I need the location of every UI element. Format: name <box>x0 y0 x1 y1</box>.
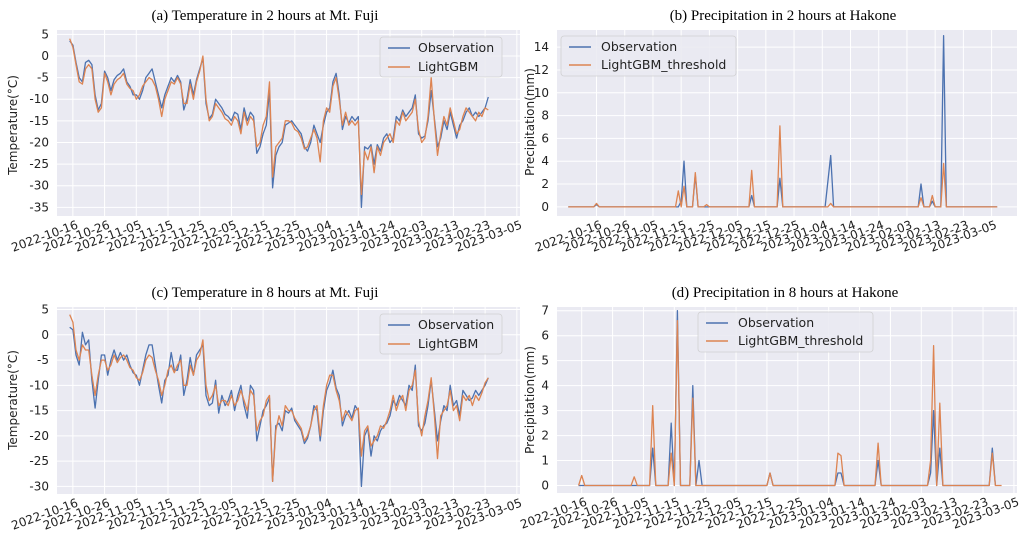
legend-threshold-label: LightGBM_threshold <box>601 57 726 72</box>
y-tick-label: 8 <box>541 109 549 123</box>
legend-observation-label: Observation <box>601 39 677 54</box>
y-tick-label: -15 <box>29 404 49 418</box>
y-tick-label: -30 <box>29 479 49 493</box>
panel-b-title: (b) Precipitation in 2 hours at Hakone <box>670 8 897 24</box>
y-tick-label: 5 <box>41 27 49 41</box>
y-tick-label: -5 <box>37 353 49 367</box>
panel-b-legend: Observation LightGBM_threshold <box>560 35 737 77</box>
y-tick-label: -10 <box>29 92 49 106</box>
panel-c-title: (c) Temperature in 8 hours at Mt. Fuji <box>152 285 379 301</box>
legend-lightgbm-label: LightGBM <box>418 59 478 74</box>
y-tick-label: 0 <box>541 200 549 214</box>
y-tick-label: 6 <box>541 131 549 145</box>
y-tick-label: -35 <box>29 200 49 214</box>
series-line-lightgbm-threshold <box>577 320 1002 487</box>
series-line-observation <box>69 326 489 488</box>
y-tick-label: 0 <box>41 49 49 63</box>
y-tick-label: -15 <box>29 114 49 128</box>
y-tick-label: -30 <box>29 179 49 193</box>
y-tick-label: -25 <box>29 454 49 468</box>
panel-d: (d) Precipitation in 8 hours at Hakone P… <box>518 285 1021 532</box>
series-line-lightgbm <box>69 314 489 483</box>
panel-a-title: (a) Temperature in 2 hours at Mt. Fuji <box>152 8 379 24</box>
panel-c-legend: Observation LightGBM <box>379 313 503 355</box>
y-tick-label: 5 <box>541 354 549 368</box>
legend-box <box>560 35 737 77</box>
y-tick-label: -25 <box>29 157 49 171</box>
y-tick-label: -20 <box>29 429 49 443</box>
y-tick-label: 10 <box>534 86 549 100</box>
panel-c-ylabel: Temperature(°C) <box>6 350 20 451</box>
panel-b: (b) Precipitation in 2 hours at Hakone P… <box>523 8 1017 255</box>
legend-threshold-label: LightGBM_threshold <box>738 333 863 348</box>
panel-c-plot: 50-5-10-15-20-25-302022-10-162022-10-262… <box>10 303 524 533</box>
series-line-lightgbm-threshold <box>568 125 998 208</box>
legend-observation-label: Observation <box>418 317 494 332</box>
panel-d-legend: Observation LightGBM_threshold <box>697 311 874 353</box>
panel-a-ylabel: Temperature(°C) <box>6 75 20 176</box>
y-tick-label: -20 <box>29 135 49 149</box>
panel-d-ylabel: Precipitation(mm) <box>523 346 537 454</box>
y-tick-label: 7 <box>541 304 549 318</box>
legend-observation-label: Observation <box>418 40 494 55</box>
y-tick-label: 2 <box>541 177 549 191</box>
panel-a: (a) Temperature in 2 hours at Mt. Fuji T… <box>6 8 524 255</box>
y-tick-label: 1 <box>541 454 549 468</box>
y-tick-label: 4 <box>541 379 549 393</box>
y-tick-label: 12 <box>534 63 549 77</box>
panel-a-legend: Observation LightGBM <box>379 36 503 78</box>
y-tick-label: 5 <box>41 303 49 317</box>
legend-observation-label: Observation <box>738 315 814 330</box>
y-tick-label: 4 <box>541 154 549 168</box>
y-tick-label: 6 <box>541 329 549 343</box>
y-tick-label: 2 <box>541 429 549 443</box>
panel-d-title: (d) Precipitation in 8 hours at Hakone <box>672 285 899 301</box>
legend-box <box>379 36 503 78</box>
y-tick-label: 14 <box>534 40 549 54</box>
y-tick-label: 0 <box>41 328 49 342</box>
panel-b-ylabel: Precipitation(mm) <box>523 68 537 176</box>
y-tick-label: 3 <box>541 404 549 418</box>
y-tick-label: 0 <box>541 479 549 493</box>
series-line-lightgbm <box>69 38 489 196</box>
y-tick-label: -5 <box>37 71 49 85</box>
panel-c: (c) Temperature in 8 hours at Mt. Fuji T… <box>6 285 524 533</box>
legend-box <box>379 313 503 355</box>
legend-lightgbm-label: LightGBM <box>418 336 478 351</box>
y-tick-label: -10 <box>29 378 49 392</box>
series-line-observation <box>69 40 489 208</box>
legend-box <box>697 311 874 353</box>
